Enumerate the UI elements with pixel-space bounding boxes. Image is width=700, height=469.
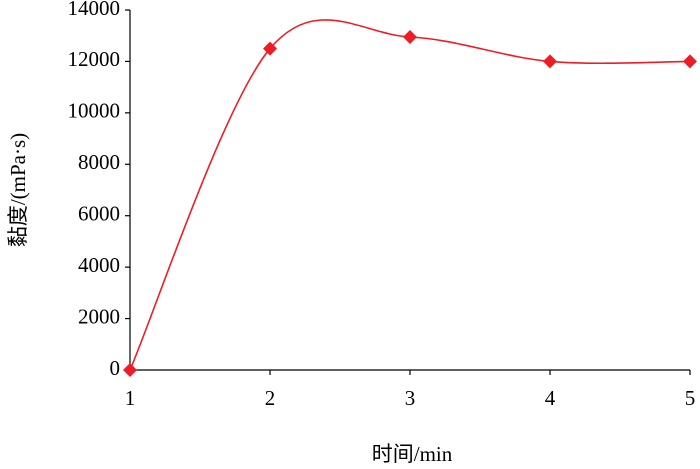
marker [683,54,697,69]
y-tick-label: 8000 [78,150,120,174]
y-tick-label: 10000 [68,99,121,123]
y-tick-label: 0 [110,356,121,380]
x-tick-label: 2 [265,386,276,410]
y-axis-label: 黏度/(mPa·s) [6,133,30,247]
marker [543,54,557,69]
marker [263,41,277,56]
y-tick-label: 14000 [68,0,121,20]
x-tick-label: 1 [125,386,136,410]
y-tick-label: 4000 [78,253,120,277]
x-tick-label: 4 [545,386,556,410]
marker [123,363,137,377]
y-tick-label: 6000 [78,202,120,226]
line [129,19,691,371]
y-tick-label: 12000 [68,47,121,71]
x-axis-label: 时间/min [372,442,453,466]
x-tick-label: 5 [685,386,696,410]
marker [403,30,417,44]
y-tick-label: 2000 [78,304,120,328]
x-tick-label: 3 [405,386,416,410]
